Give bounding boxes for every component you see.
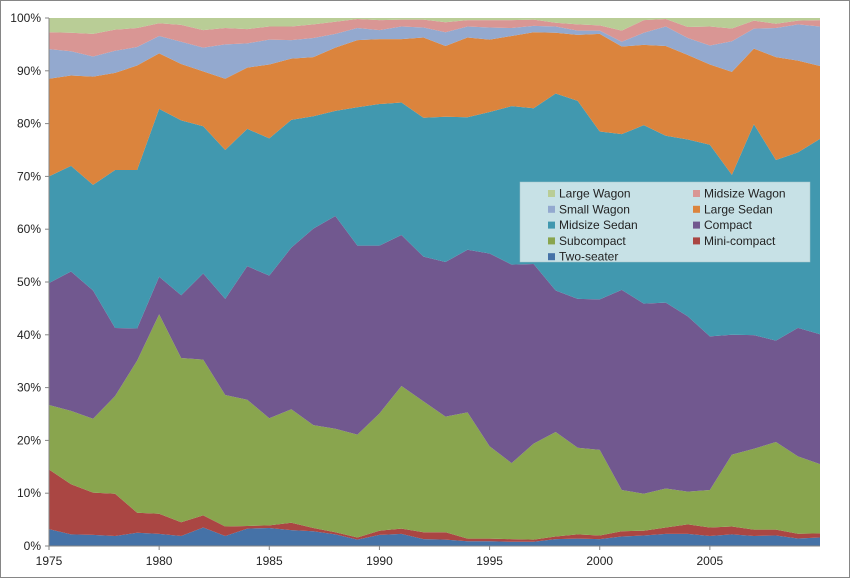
area-midsize-wagon	[49, 19, 820, 57]
y-tick-label: 20%	[17, 433, 41, 447]
legend-label-midsize-wagon: Midsize Wagon	[704, 187, 786, 201]
y-tick-label: 90%	[17, 64, 41, 78]
y-tick-label: 10%	[17, 486, 41, 500]
area-large-sedan	[49, 32, 820, 185]
x-tick-label: 1975	[36, 554, 63, 568]
y-tick-label: 40%	[17, 328, 41, 342]
axes-group: 0% 10% 20% 30% 40% 50% 60% 70% 80% 90% 100% 1975 198…	[10, 11, 820, 568]
area-midsize-sedan	[49, 93, 820, 341]
y-tick-label: 80%	[17, 117, 41, 131]
legend-swatch-small-wagon	[548, 205, 555, 213]
legend-label-midsize-sedan: Midsize Sedan	[559, 218, 638, 232]
area-two-seater	[49, 527, 820, 546]
legend-label-large-wagon: Large Wagon	[559, 187, 631, 201]
legend-swatch-compact	[693, 221, 700, 229]
legend-label-subcompact: Subcompact	[559, 234, 626, 248]
y-tick-label: 0%	[24, 539, 42, 553]
legend-swatch-large-wagon	[548, 190, 555, 197]
legend-swatch-mini-compact	[693, 237, 700, 245]
area-large-wagon	[49, 18, 820, 34]
x-tick-label: 1990	[366, 554, 393, 568]
legend-swatch-two-seater	[548, 253, 555, 261]
legend: Large Wagon Midsize Wagon Small Wagon Large…	[519, 181, 811, 264]
legend-label-large-sedan: Large Sedan	[704, 202, 773, 216]
legend-swatch-midsize-wagon	[693, 190, 700, 197]
y-tick-label: 70%	[17, 169, 41, 183]
legend-label-small-wagon: Small Wagon	[559, 202, 630, 216]
legend-swatch-large-sedan	[693, 205, 700, 213]
area-series-group	[49, 18, 820, 546]
legend-label-two-seater: Two-seater	[559, 250, 618, 264]
area-mini-compact	[49, 469, 820, 542]
legend-label-compact: Compact	[704, 218, 753, 232]
y-tick-label: 50%	[17, 275, 41, 289]
x-tick-label: 2000	[586, 554, 613, 568]
legend-label-mini-compact: Mini-compact	[704, 234, 776, 248]
x-tick-label: 1995	[476, 554, 503, 568]
y-tick-label: 100%	[10, 11, 41, 25]
y-tick-label: 30%	[17, 381, 41, 395]
area-small-wagon	[49, 24, 820, 79]
area-subcompact	[49, 314, 820, 540]
legend-swatch-midsize-sedan	[548, 221, 555, 229]
x-tick-label: 1985	[256, 554, 283, 568]
legend-box	[519, 181, 811, 263]
x-tick-label: 2005	[697, 554, 724, 568]
area-compact	[49, 216, 820, 494]
y-tick-label: 60%	[17, 222, 41, 236]
legend-swatch-subcompact	[548, 237, 555, 245]
x-tick-label: 1980	[146, 554, 173, 568]
